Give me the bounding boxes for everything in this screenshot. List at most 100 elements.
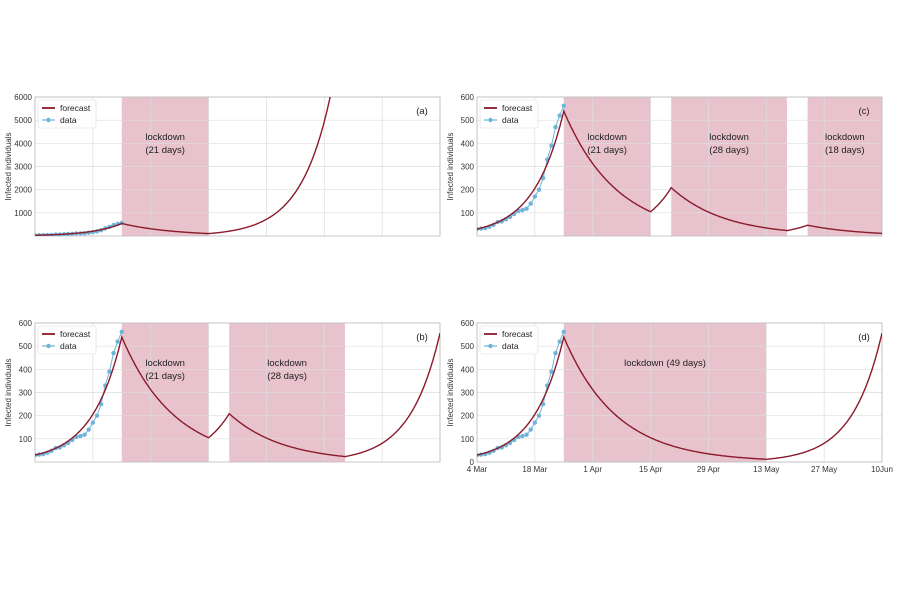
y-tick-label: 1000	[14, 209, 32, 218]
x-tick-label: 4 Mar	[467, 465, 488, 474]
data-point	[115, 339, 120, 344]
data-point	[557, 113, 562, 118]
y-tick-label: 3000	[14, 163, 32, 172]
lockdown-label: lockdown	[709, 132, 749, 143]
data-point	[524, 432, 529, 437]
plot-frame	[34, 322, 441, 463]
data-point	[536, 187, 542, 192]
data-point	[520, 433, 525, 439]
plot-frame	[476, 322, 883, 463]
panel-c: 100 200 300 400 500 600 Infected individuals lo…	[446, 93, 883, 237]
data-point	[561, 103, 566, 109]
lockdown-duration-label: (28 days)	[267, 371, 307, 382]
legend-forecast-label: forecast	[60, 103, 91, 113]
y-tick-label: 200	[19, 412, 33, 421]
y-tick-label: 600	[461, 93, 475, 102]
forecast-line	[35, 97, 331, 236]
legend-box	[37, 325, 97, 355]
data-point	[86, 427, 91, 432]
series-group	[477, 329, 882, 461]
panel-a: 1000 2000 3000 4000 5000 6000 Infected individ…	[4, 93, 441, 237]
panel-label: (a)	[416, 106, 428, 117]
data-point	[553, 350, 558, 356]
data-point	[119, 329, 124, 335]
panel-b: 100 200 300 400 500 600 Infected individuals lo…	[4, 319, 441, 463]
legend-data-label: data	[60, 115, 77, 125]
data-point	[553, 124, 558, 130]
legend-data-label: data	[502, 341, 519, 351]
data-point	[82, 432, 87, 437]
series-group	[35, 97, 331, 236]
legend-data-marker	[46, 343, 51, 349]
series-group	[477, 103, 882, 235]
panel-label: (d)	[858, 332, 870, 343]
panel-label: (c)	[858, 106, 869, 117]
x-tick-label: 29 Apr	[697, 465, 720, 474]
y-tick-label: 600	[461, 319, 475, 328]
legend-forecast-label: forecast	[502, 329, 533, 339]
plot-frame	[476, 96, 883, 237]
lockdown-label: lockdown	[145, 358, 185, 369]
data-point	[532, 420, 538, 425]
data-point	[528, 427, 533, 432]
lockdown-label: lockdown (49 days)	[624, 358, 706, 369]
y-axis-label: Infected individuals	[446, 132, 455, 200]
data-point	[111, 350, 116, 356]
legend-forecast-label: forecast	[502, 103, 533, 113]
panel-d: 0 100 200 300 400 500 600 4 Mar 18 Mar 1 Apr 15 Ap…	[446, 319, 893, 474]
x-tick-label: 13 May	[753, 465, 779, 474]
forecast-line	[477, 332, 882, 461]
data-point	[520, 207, 525, 213]
y-tick-label: 400	[19, 365, 33, 374]
lockdown-label: lockdown	[267, 358, 307, 369]
y-tick-label: 500	[19, 342, 33, 351]
data-point	[528, 201, 533, 206]
series-group	[35, 329, 440, 458]
y-tick-label: 6000	[14, 93, 32, 102]
y-tick-label: 400	[461, 139, 475, 148]
data-point	[524, 206, 529, 211]
y-tick-label: 0	[470, 458, 475, 467]
data-point	[94, 413, 100, 418]
x-tick-label: 18 Mar	[522, 465, 547, 474]
lockdown-duration-label: (18 days)	[825, 145, 865, 156]
lockdown-duration-label: (21 days)	[587, 145, 627, 156]
y-tick-label: 100	[461, 435, 475, 444]
legend-forecast-label: forecast	[60, 329, 91, 339]
legend-box	[479, 99, 539, 129]
legend-data-label: data	[60, 341, 77, 351]
y-tick-label: 500	[461, 116, 475, 125]
legend: forecast data	[479, 99, 539, 129]
plot-frame	[34, 96, 441, 237]
x-tick-label: 27 May	[811, 465, 837, 474]
lockdown-duration-label: (21 days)	[145, 145, 185, 156]
lockdown-duration-label: (28 days)	[709, 145, 749, 156]
panel-label: (b)	[416, 332, 428, 343]
y-axis-label: Infected individuals	[4, 132, 13, 200]
x-tick-label: 15 Apr	[639, 465, 662, 474]
x-tick-label: 10Jun	[871, 465, 893, 474]
y-tick-label: 4000	[14, 139, 32, 148]
data-point	[561, 329, 566, 335]
y-tick-label: 100	[19, 435, 33, 444]
y-tick-label: 300	[461, 389, 475, 398]
y-tick-label: 300	[19, 389, 33, 398]
legend-box	[37, 99, 97, 129]
lockdown-duration-label: (21 days)	[145, 371, 185, 382]
y-tick-label: 600	[19, 319, 33, 328]
y-tick-label: 2000	[14, 186, 32, 195]
legend-box	[479, 325, 539, 355]
y-tick-label: 200	[461, 186, 475, 195]
y-tick-label: 400	[461, 365, 475, 374]
y-axis-label: Infected individuals	[446, 358, 455, 426]
data-point	[90, 420, 96, 425]
lockdown-label: lockdown	[825, 132, 865, 143]
data-point	[549, 143, 554, 148]
y-axis-label: Infected individuals	[4, 358, 13, 426]
data-point	[78, 433, 83, 439]
legend-data-marker	[488, 117, 493, 123]
lockdown-label: lockdown	[145, 132, 185, 143]
data-point	[557, 339, 562, 344]
data-point	[536, 413, 542, 418]
